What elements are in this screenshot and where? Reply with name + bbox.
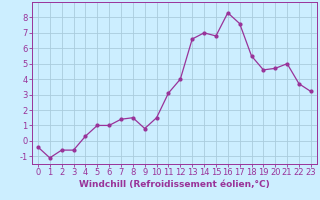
X-axis label: Windchill (Refroidissement éolien,°C): Windchill (Refroidissement éolien,°C)	[79, 180, 270, 189]
